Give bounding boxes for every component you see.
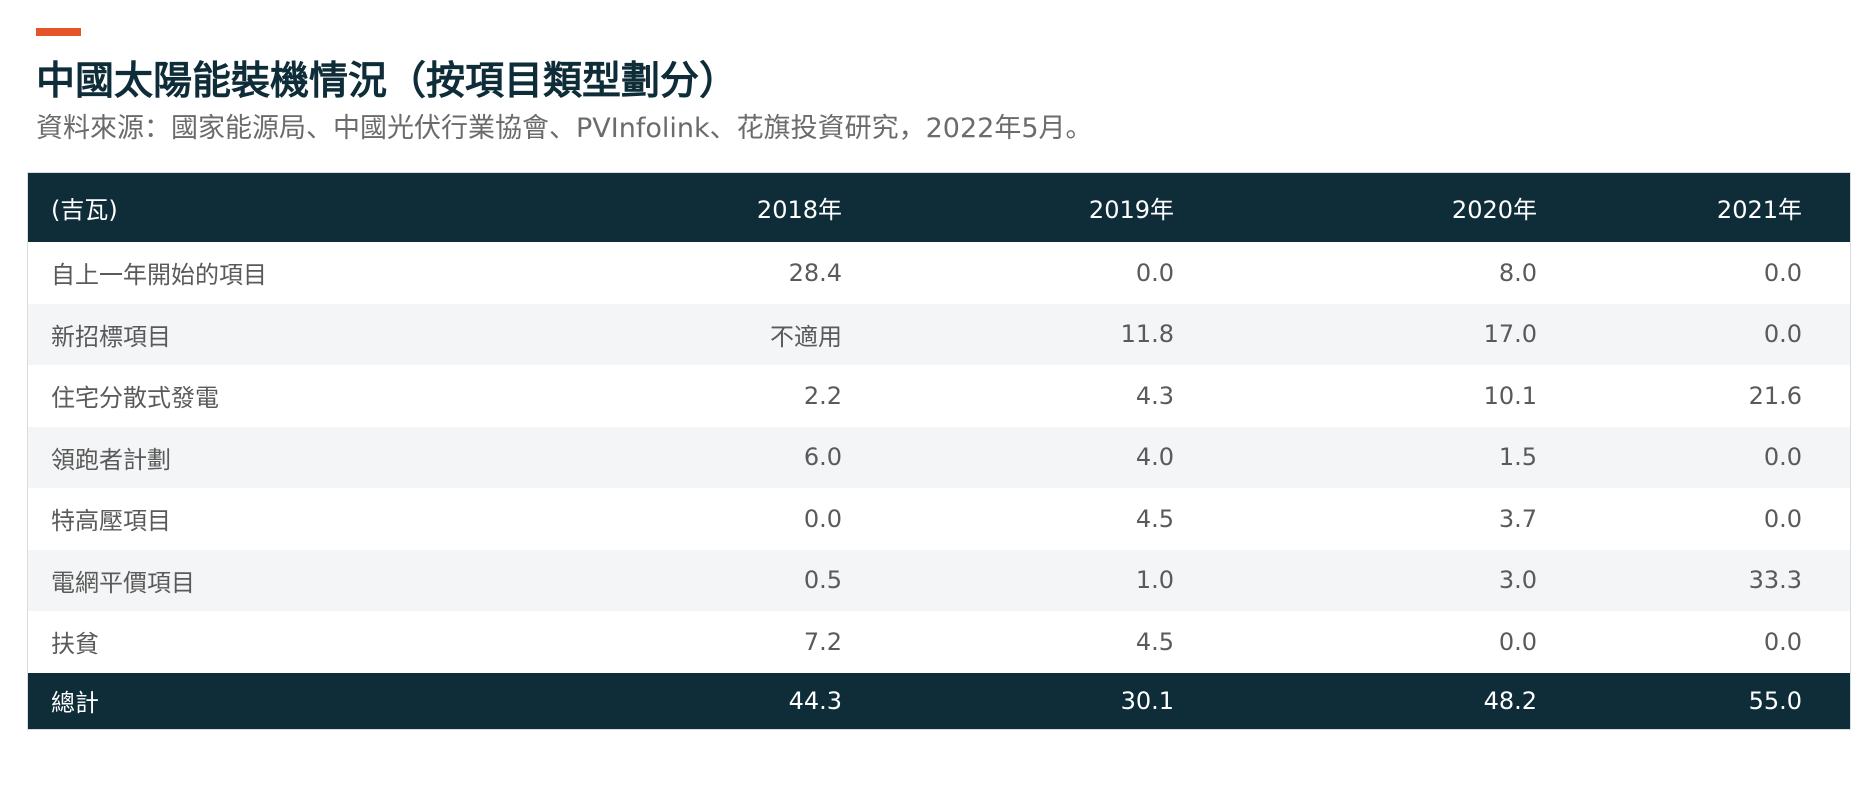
unit-header: (吉瓦) (51, 196, 118, 224)
total-cell: 55.0 (1748, 686, 1802, 715)
row-label: 特高壓項目 (51, 507, 171, 536)
table-row: 領跑者計劃 6.0 4.0 1.5 0.0 (28, 426, 1850, 488)
row-label: 扶貧 (51, 630, 99, 659)
table-cell: 0.0 (1763, 504, 1802, 533)
table-cell: 0.0 (1763, 443, 1802, 472)
table-cell: 7.2 (803, 627, 842, 656)
table-cell: 0.0 (1135, 258, 1174, 287)
table-row: 電網平價項目 0.5 1.0 3.0 33.3 (28, 549, 1850, 611)
table-cell: 不適用 (770, 322, 842, 351)
table-row: 自上一年開始的項目 28.4 0.0 8.0 0.0 (28, 242, 1850, 304)
table-cell: 0.0 (1763, 320, 1802, 349)
table-cell: 3.7 (1498, 504, 1537, 533)
table-cell: 1.0 (1135, 566, 1174, 595)
table-row: 扶貧 7.2 4.5 0.0 0.0 (28, 611, 1850, 673)
table-cell: 0.5 (803, 566, 842, 595)
table-cell: 0.0 (1498, 627, 1537, 656)
total-cell: 44.3 (788, 686, 842, 715)
table-cell: 11.8 (1120, 320, 1174, 349)
table-cell: 28.4 (788, 258, 842, 287)
table-row: 特高壓項目 0.0 4.5 3.7 0.0 (28, 488, 1850, 550)
table-cell: 3.0 (1498, 566, 1537, 595)
table-cell: 4.0 (1135, 443, 1174, 472)
table-cell: 2.2 (803, 381, 842, 410)
table-cell: 10.1 (1483, 381, 1537, 410)
total-cell: 48.2 (1483, 686, 1537, 715)
table-cell: 4.5 (1135, 504, 1174, 533)
year-header: 2020年 (1451, 196, 1537, 224)
year-header: 2018年 (756, 196, 842, 224)
table-cell: 21.6 (1748, 381, 1802, 410)
table-cell: 0.0 (803, 504, 842, 533)
page-title: 中國太陽能裝機情況（按項目類型劃分） (36, 59, 739, 104)
total-cell: 30.1 (1120, 686, 1174, 715)
table-row: 住宅分散式發電 2.2 4.3 10.1 21.6 (28, 365, 1850, 427)
table-cell: 0.0 (1763, 627, 1802, 656)
source-note: 資料來源：國家能源局、中國光伏行業協會、PVInfolink、花旗投資研究，20… (36, 113, 1093, 144)
table-cell: 8.0 (1498, 258, 1537, 287)
table-cell: 33.3 (1748, 566, 1802, 595)
total-label: 總計 (51, 689, 99, 717)
data-table: (吉瓦) 2018年 2019年 2020年 2021年 自上一年開始的項目 2… (27, 172, 1851, 730)
row-label: 自上一年開始的項目 (51, 261, 267, 290)
row-label: 電網平價項目 (51, 568, 195, 597)
table-cell: 0.0 (1763, 258, 1802, 287)
accent-bar (36, 28, 81, 36)
table-cell: 17.0 (1483, 320, 1537, 349)
table-cell: 6.0 (803, 443, 842, 472)
table-row: 新招標項目 不適用 11.8 17.0 0.0 (28, 303, 1850, 365)
row-label: 住宅分散式發電 (51, 384, 219, 413)
total-row: 總計 44.3 30.1 48.2 55.0 (28, 672, 1850, 729)
year-header: 2019年 (1088, 196, 1174, 224)
table-cell: 4.3 (1135, 381, 1174, 410)
row-label: 領跑者計劃 (51, 445, 171, 474)
table-cell: 4.5 (1135, 627, 1174, 656)
table-header-row: (吉瓦) 2018年 2019年 2020年 2021年 (28, 173, 1850, 242)
year-header: 2021年 (1716, 196, 1802, 224)
row-label: 新招標項目 (51, 322, 171, 351)
table-cell: 1.5 (1498, 443, 1537, 472)
